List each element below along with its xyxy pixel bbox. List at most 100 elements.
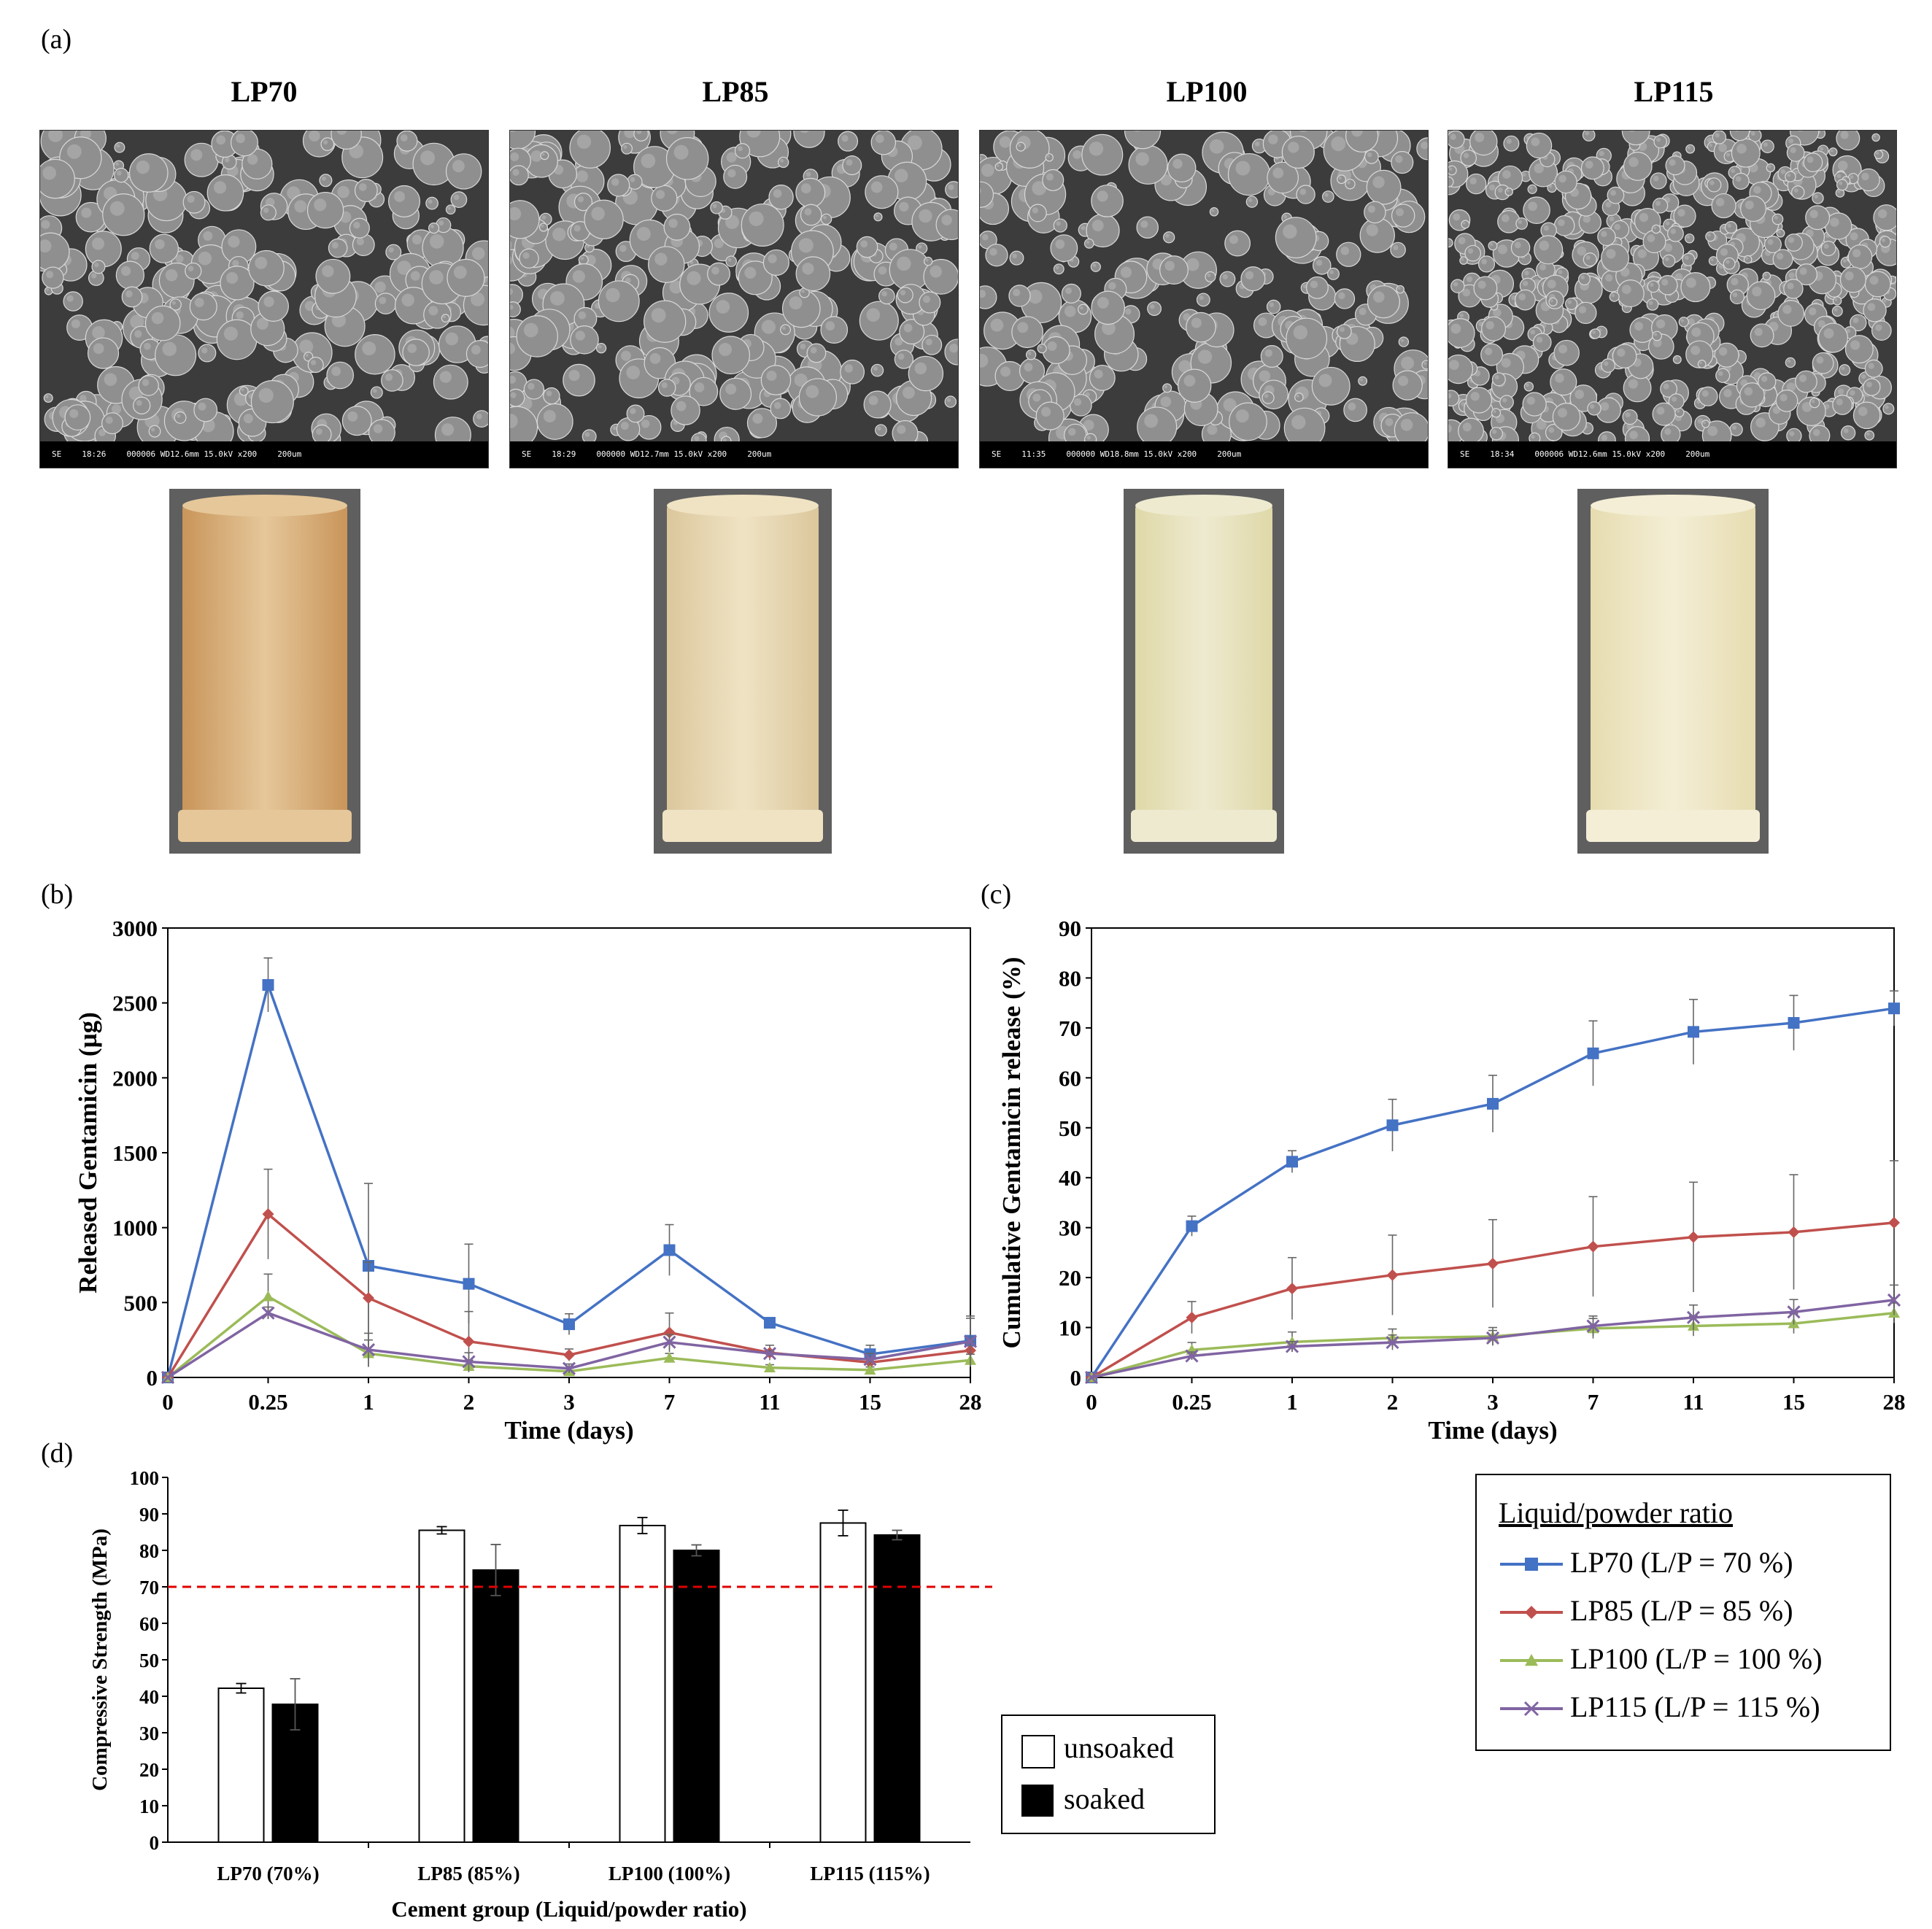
sem-particle-highlight: [1448, 167, 1453, 171]
sem-particle-highlight: [1837, 388, 1844, 395]
sem-particle-highlight: [925, 258, 929, 262]
sem-particle: [1035, 401, 1064, 430]
legend-label-unsoaked: unsoaked: [1064, 1731, 1175, 1764]
sem-particle: [258, 290, 289, 322]
sem-particle: [1050, 234, 1078, 263]
cylinder-base: [178, 810, 352, 842]
sem-particle-highlight: [546, 390, 552, 397]
sem-particle-highlight: [1676, 409, 1680, 413]
sem-particle: [43, 393, 53, 403]
sem-particle: [1809, 398, 1820, 409]
sem-particle-highlight: [1661, 279, 1669, 286]
chart-compressive-strength: 0 10 20 30 40 50 60 70 80 90 100 LP70 (70%) LP85 (85…: [88, 1467, 992, 1922]
sem-particle-highlight: [841, 134, 849, 142]
y-tick-label: 30: [139, 1723, 159, 1744]
sem-particle: [1882, 403, 1895, 415]
sem-particle-highlight: [1318, 374, 1332, 387]
sem-particle-highlight: [1850, 175, 1854, 179]
y-tick-label: 60: [1059, 1065, 1081, 1091]
sem-particle-highlight: [1080, 306, 1083, 310]
sem-particle-highlight: [1605, 274, 1613, 282]
bar-legend: unsoaked soaked: [1001, 1715, 1216, 1834]
sem-particle-highlight: [1469, 177, 1477, 185]
sem-particle: [1652, 198, 1669, 214]
sem-particle-highlight: [428, 306, 438, 316]
sem-particle: [1366, 169, 1402, 205]
sem-particle-highlight: [1351, 131, 1363, 137]
y-tick-label: 2000: [112, 1065, 158, 1091]
sem-particle: [1832, 296, 1842, 306]
sem-particle-highlight: [201, 347, 208, 354]
sem-particle: [64, 404, 91, 431]
sem-particle: [875, 424, 887, 437]
sem-particle-highlight: [510, 152, 519, 161]
data-point-marker: [663, 1244, 676, 1256]
sem-particle: [762, 249, 789, 276]
sem-particle: [536, 403, 573, 440]
sem-particle-highlight: [752, 413, 763, 424]
sem-particle-highlight: [470, 292, 485, 306]
sem-particle: [101, 412, 123, 435]
sem-particle: [148, 425, 161, 438]
sem-particle-highlight: [1723, 389, 1732, 398]
sem-particle-highlight: [66, 144, 82, 159]
sem-particle-highlight: [577, 196, 584, 203]
sem-particle-highlight: [1830, 217, 1839, 227]
sem-particle-highlight: [1097, 190, 1108, 202]
sem-particle-highlight: [374, 281, 386, 293]
sem-particle: [1785, 233, 1803, 252]
sem-particle-highlight: [1248, 198, 1253, 203]
sem-particle-highlight: [336, 131, 347, 135]
sem-particle-highlight: [331, 241, 339, 249]
data-point-marker: [1888, 1002, 1900, 1015]
sem-particle: [1334, 288, 1356, 309]
sem-particle-highlight: [1555, 374, 1564, 383]
sem-particle-highlight: [780, 158, 784, 163]
sem-particle-highlight: [1055, 266, 1059, 270]
sem-particle: [1740, 196, 1766, 223]
sem-particle-highlight: [1550, 299, 1553, 303]
sem-particle-highlight: [626, 366, 641, 379]
sem-particle-highlight: [800, 343, 806, 349]
sem-particle-highlight: [1840, 131, 1849, 139]
sem-particle: [1011, 316, 1043, 349]
sem-particle: [1460, 150, 1477, 166]
sem-particle-highlight: [1366, 224, 1378, 236]
sem-particle-highlight: [1245, 271, 1254, 279]
sem-particle: [1448, 165, 1457, 176]
sem-particle-highlight: [241, 388, 244, 392]
sem-particle: [1465, 387, 1493, 414]
sem-particle-highlight: [1727, 223, 1731, 228]
sem-particle-highlight: [1526, 383, 1529, 387]
sem-particle-highlight: [1299, 188, 1307, 196]
sem-particle-highlight: [1567, 300, 1572, 304]
sem-particle-highlight: [1718, 347, 1728, 356]
sem-particle-highlight: [875, 134, 884, 144]
sem-particle: [1667, 225, 1684, 242]
sem-texture: [1448, 131, 1896, 441]
sem-particle-highlight: [1543, 225, 1550, 231]
sem-particle: [250, 380, 294, 424]
sem-particle-highlight: [1135, 152, 1149, 166]
sem-particle-highlight: [445, 332, 459, 346]
sem-particle-highlight: [523, 322, 538, 338]
sem-particle-highlight: [1040, 406, 1051, 417]
series-lp85: [162, 1168, 976, 1383]
sem-particle: [1345, 131, 1379, 152]
sem-particle-highlight: [1752, 286, 1762, 297]
sem-particle-highlight: [309, 131, 320, 142]
sem-particle: [873, 212, 883, 222]
sem-particle-highlight: [981, 163, 994, 177]
sem-particle-highlight: [198, 251, 212, 266]
sem-particle-highlight: [1347, 180, 1351, 185]
sem-particle-highlight: [1450, 323, 1461, 334]
sem-particle-highlight: [1518, 220, 1523, 224]
sem-particle-highlight: [572, 270, 585, 283]
sem-particle-highlight: [373, 388, 377, 393]
sem-particle: [1526, 132, 1553, 159]
sem-particle-highlight: [746, 131, 761, 138]
sem-particle: [1294, 393, 1304, 402]
sem-particle-highlight: [1461, 401, 1466, 406]
sem-particle-highlight: [1707, 233, 1711, 237]
x-tick-label: 28: [959, 1389, 982, 1415]
